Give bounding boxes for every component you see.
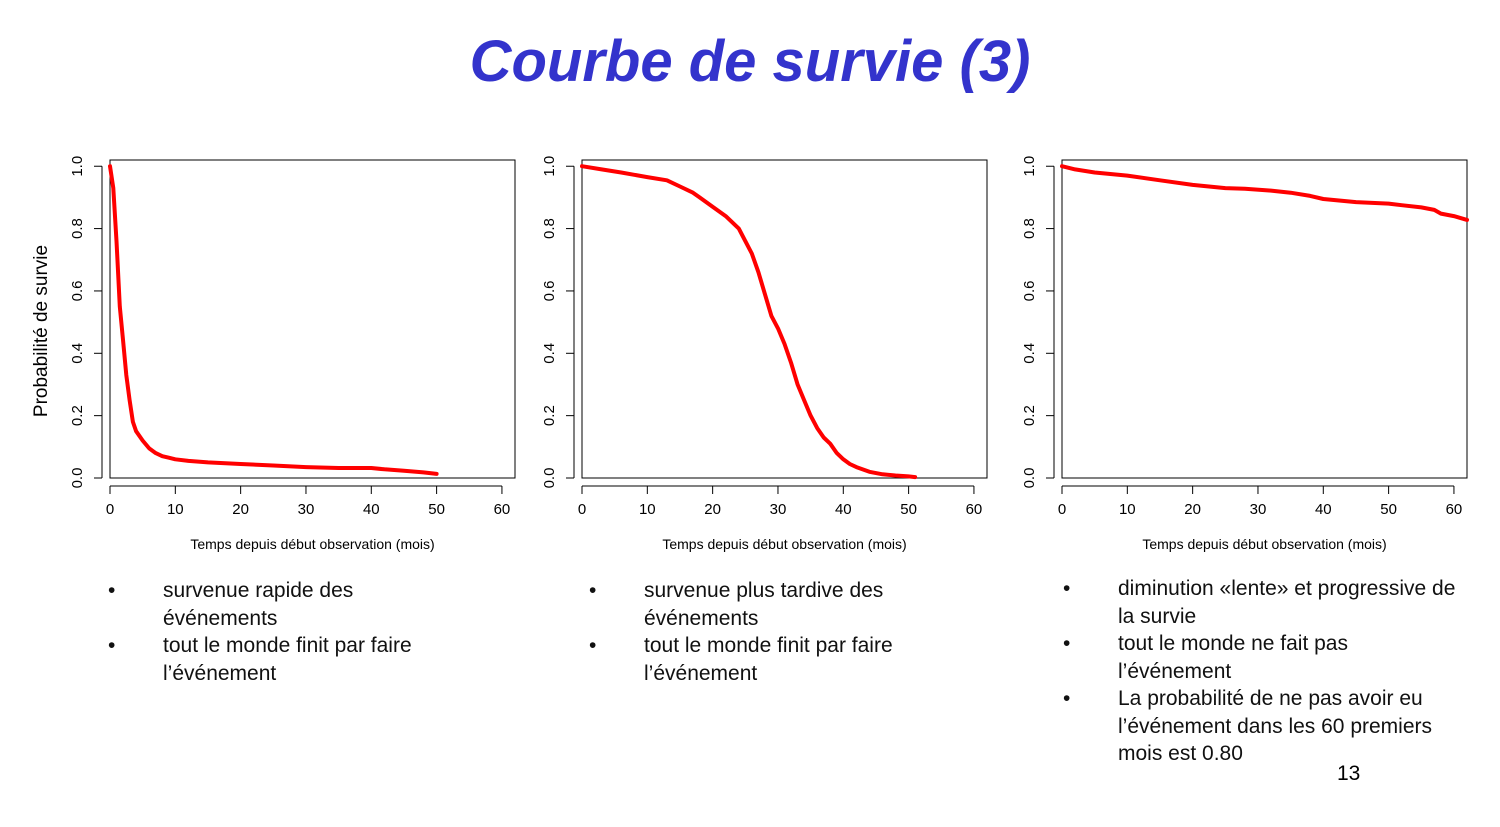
y-tick-label: 1.0 [541,156,558,177]
x-tick-label: 20 [704,501,721,518]
y-tick-label: 0.0 [1021,468,1038,489]
x-tick-label: 10 [639,501,656,518]
x-axis-title: Temps depuis début observation (mois) [662,536,906,552]
y-tick-label: 1.0 [69,156,86,177]
x-axis-title: Temps depuis début observation (mois) [190,536,434,552]
survival-curve [580,164,918,480]
x-tick-label: 30 [1250,501,1267,518]
y-tick-label: 0.2 [1021,405,1038,426]
note-item: diminution «lente» et progressive de la … [1063,575,1465,630]
note-item: tout le monde finit par faire l’événemen… [108,632,448,687]
y-tick-label: 0.8 [69,218,86,239]
x-tick-label: 60 [494,501,511,518]
notes-late: survenue plus tardive des événements tou… [589,577,929,687]
x-tick-label: 60 [966,501,983,518]
x-tick-label: 20 [232,501,249,518]
x-tick-label: 40 [1315,501,1332,518]
y-tick-label: 0.0 [69,468,86,489]
note-item: survenue rapide des événements [108,577,448,632]
y-tick-label: 0.8 [541,218,558,239]
x-tick-label: 40 [363,501,380,518]
survival-chart-late: 0 10 20 30 40 50 60 0.0 0.2 0.4 0.6 0.8 1.0 Temps dep… [541,156,988,552]
y-tick-label: 0.6 [69,281,86,302]
x-tick-label: 30 [770,501,787,518]
y-tick-label: 0.4 [541,343,558,364]
note-item: survenue plus tardive des événements [589,577,929,632]
note-item: La probabilité de ne pas avoir eu l’évén… [1063,685,1465,768]
y-tick-label: 0.4 [69,343,86,364]
note-item: tout le monde ne fait pas l’événement [1063,630,1465,685]
survival-curve [1060,164,1469,222]
x-tick-label: 50 [900,501,917,518]
x-tick-label: 50 [1380,501,1397,518]
plot-frame [109,159,516,479]
survival-chart-fast: 0 10 20 30 40 50 60 0.0 0.2 0.4 0.6 0.8 1.0 Temps dep… [31,156,516,552]
y-tick-label: 1.0 [1021,156,1038,177]
notes-fast: survenue rapide des événements tout le m… [108,577,448,687]
x-tick-label: 50 [428,501,445,518]
x-tick-label: 10 [1119,501,1136,518]
y-tick-label: 0.2 [69,405,86,426]
survival-curve [108,164,439,476]
x-axis-title: Temps depuis début observation (mois) [1142,536,1386,552]
plot-frame [581,159,988,479]
x-tick-label: 40 [835,501,852,518]
page-number: 13 [1337,762,1361,785]
y-axis-title: Probabilité de survie [31,245,52,417]
survival-chart-slow: 0 10 20 30 40 50 60 0.0 0.2 0.4 0.6 0.8 1.0 Temps dep… [1021,156,1469,552]
y-tick-label: 0.4 [1021,343,1038,364]
x-tick-label: 20 [1184,501,1201,518]
x-tick-label: 10 [167,501,184,518]
y-tick-label: 0.2 [541,405,558,426]
x-tick-label: 0 [578,501,586,518]
y-tick-label: 0.6 [1021,281,1038,302]
x-tick-label: 0 [106,501,114,518]
y-tick-label: 0.0 [541,468,558,489]
slide-title: Courbe de survie (3) [469,29,1031,94]
notes-slow: diminution «lente» et progressive de la … [1063,575,1465,768]
y-tick-label: 0.6 [541,281,558,302]
x-tick-label: 30 [298,501,315,518]
plot-frame [1061,159,1468,479]
y-tick-label: 0.8 [1021,218,1038,239]
x-tick-label: 0 [1058,501,1066,518]
note-item: tout le monde finit par faire l’événemen… [589,632,929,687]
x-tick-label: 60 [1446,501,1463,518]
